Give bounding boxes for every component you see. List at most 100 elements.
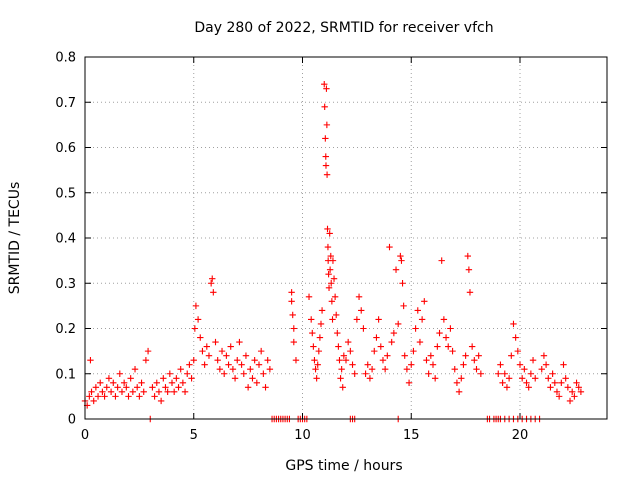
data-point [521, 366, 528, 373]
data-point [290, 325, 297, 332]
data-point [105, 375, 113, 382]
data-point [110, 379, 117, 386]
data-point [323, 171, 331, 178]
data-point [468, 343, 476, 350]
data-point [125, 393, 132, 400]
data-point [242, 352, 250, 359]
data-point [127, 375, 134, 382]
x-tick-label: 5 [190, 428, 198, 443]
data-point [392, 266, 400, 273]
data-point [427, 352, 435, 359]
data-point [400, 302, 407, 310]
data-point [191, 325, 199, 332]
data-point [358, 307, 365, 314]
data-point [149, 384, 156, 391]
data-point [260, 370, 267, 377]
data-point [377, 343, 384, 350]
data-point [412, 325, 419, 332]
data-point [351, 370, 358, 377]
data-point [558, 379, 565, 386]
data-point [134, 384, 141, 391]
data-point [94, 393, 102, 400]
data-point [529, 356, 537, 364]
data-point [342, 356, 350, 364]
data-point [210, 289, 217, 296]
data-point [553, 388, 561, 396]
data-point [323, 121, 331, 129]
data-point [184, 370, 191, 377]
data-point [338, 366, 345, 373]
data-point [347, 347, 354, 355]
data-point [188, 375, 195, 382]
data-point [142, 356, 150, 364]
data-point [442, 334, 450, 341]
data-point [312, 366, 319, 373]
data-point [331, 293, 339, 301]
data-point [364, 361, 371, 368]
data-point [416, 338, 424, 346]
data-point [227, 343, 234, 350]
data-point [525, 384, 532, 391]
data-point [118, 388, 126, 396]
data-point [436, 329, 443, 337]
x-tick-label: 10 [294, 428, 311, 443]
data-point [451, 366, 458, 373]
data-point [288, 298, 295, 305]
data-point [151, 393, 158, 400]
data-point [197, 334, 204, 341]
data-point [499, 379, 506, 386]
data-point [562, 375, 569, 382]
data-point [423, 356, 430, 364]
data-point [186, 361, 193, 368]
data-point [322, 153, 329, 160]
data-point [353, 316, 361, 323]
axis-ticks: 0 0.1 0.2 0.3 0.4 0.5 0.6 0.7 0.8 0 5 10 15 20 [55, 51, 607, 443]
data-point [465, 266, 473, 273]
data-point [322, 135, 329, 142]
data-point [116, 370, 123, 377]
data-point [477, 370, 485, 377]
data-point [547, 384, 554, 391]
data-point [216, 366, 224, 373]
data-point [129, 388, 137, 396]
data-point [462, 352, 469, 359]
data-point [309, 329, 316, 337]
y-tick-label: 0.3 [55, 277, 76, 292]
data-point [397, 252, 404, 260]
data-point [107, 388, 115, 396]
y-tick-label: 0.6 [55, 141, 76, 156]
data-point [464, 252, 471, 260]
data-point [288, 289, 295, 296]
data-point [514, 347, 522, 355]
data-point [262, 384, 269, 391]
data-point [144, 347, 152, 355]
data-point [190, 356, 197, 364]
data-point [90, 397, 97, 405]
data-point [569, 388, 576, 396]
data-point [179, 379, 187, 386]
data-point [112, 393, 119, 400]
data-point [449, 347, 456, 355]
data-point [325, 271, 332, 278]
data-point [238, 361, 245, 368]
data-point [445, 343, 452, 350]
data-point [453, 379, 461, 386]
data-point [425, 370, 432, 377]
data-point [166, 370, 174, 377]
data-point [325, 284, 333, 291]
data-point [368, 366, 376, 373]
data-point [328, 298, 336, 305]
data-point [205, 352, 213, 359]
x-tick-label: 15 [403, 428, 420, 443]
data-point [510, 320, 517, 328]
data-point [405, 379, 413, 386]
data-point [225, 361, 232, 368]
data-point [538, 366, 545, 373]
data-point [194, 316, 202, 323]
data-point [523, 379, 530, 386]
data-point [384, 352, 391, 359]
data-point [355, 293, 363, 301]
data-point [440, 316, 448, 323]
data-point [316, 334, 324, 341]
